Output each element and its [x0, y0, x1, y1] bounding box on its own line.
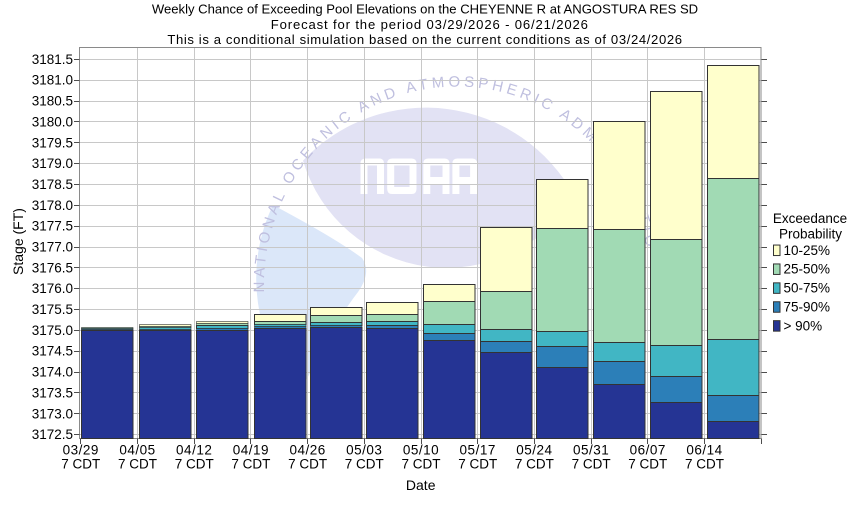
svg-text:7 CDT: 7 CDT — [118, 457, 157, 472]
svg-text:7 CDT: 7 CDT — [458, 457, 497, 472]
svg-text:7 CDT: 7 CDT — [515, 457, 554, 472]
svg-text:06/14: 06/14 — [686, 442, 722, 457]
svg-text:3180.0: 3180.0 — [32, 114, 73, 129]
svg-text:3181.5: 3181.5 — [32, 52, 73, 67]
svg-text:7 CDT: 7 CDT — [572, 457, 611, 472]
svg-text:05/10: 05/10 — [403, 442, 439, 457]
svg-text:03/29: 03/29 — [63, 442, 99, 457]
svg-text:7 CDT: 7 CDT — [231, 457, 270, 472]
svg-text:This is a conditional simulati: This is a conditional simulation based o… — [167, 32, 682, 47]
svg-text:7 CDT: 7 CDT — [685, 457, 724, 472]
svg-text:Exceedance: Exceedance — [773, 211, 847, 226]
svg-text:Stage (FT): Stage (FT) — [10, 208, 26, 275]
svg-text:Forecast for the period 03/29/: Forecast for the period 03/29/2026 - 06/… — [271, 17, 589, 32]
svg-text:3178.0: 3178.0 — [32, 198, 73, 213]
svg-text:3177.5: 3177.5 — [32, 219, 73, 234]
svg-text:05/03: 05/03 — [346, 442, 382, 457]
svg-text:3178.5: 3178.5 — [32, 177, 73, 192]
svg-text:05/31: 05/31 — [573, 442, 609, 457]
svg-text:3174.5: 3174.5 — [32, 344, 73, 359]
svg-text:04/19: 04/19 — [233, 442, 269, 457]
svg-text:3179.5: 3179.5 — [32, 135, 73, 150]
svg-text:Weekly Chance of Exceeding Poo: Weekly Chance of Exceeding Pool Elevatio… — [152, 2, 698, 17]
svg-text:Date: Date — [406, 477, 436, 493]
svg-text:3176.0: 3176.0 — [32, 281, 73, 296]
svg-text:7 CDT: 7 CDT — [61, 457, 100, 472]
svg-text:7 CDT: 7 CDT — [628, 457, 667, 472]
svg-text:3179.0: 3179.0 — [32, 156, 73, 171]
svg-text:3173.0: 3173.0 — [32, 406, 73, 421]
svg-text:3174.0: 3174.0 — [32, 365, 73, 380]
svg-text:7 CDT: 7 CDT — [345, 457, 384, 472]
svg-text:7 CDT: 7 CDT — [288, 457, 327, 472]
svg-text:3180.5: 3180.5 — [32, 94, 73, 109]
svg-text:3175.5: 3175.5 — [32, 302, 73, 317]
svg-text:3176.5: 3176.5 — [32, 260, 73, 275]
svg-text:75-90%: 75-90% — [784, 300, 831, 315]
svg-text:7 CDT: 7 CDT — [175, 457, 214, 472]
svg-text:04/05: 04/05 — [119, 442, 155, 457]
svg-text:04/12: 04/12 — [176, 442, 212, 457]
svg-text:3172.5: 3172.5 — [32, 427, 73, 442]
svg-text:50-75%: 50-75% — [784, 281, 831, 296]
svg-text:3177.0: 3177.0 — [32, 240, 73, 255]
svg-text:06/07: 06/07 — [630, 442, 666, 457]
svg-text:04/26: 04/26 — [289, 442, 325, 457]
svg-text:3173.5: 3173.5 — [32, 385, 73, 400]
svg-text:3175.0: 3175.0 — [32, 323, 73, 338]
svg-text:7 CDT: 7 CDT — [401, 457, 440, 472]
svg-text:Probability: Probability — [779, 227, 842, 242]
svg-text:> 90%: > 90% — [784, 318, 823, 333]
svg-text:10-25%: 10-25% — [784, 243, 831, 258]
svg-text:25-50%: 25-50% — [784, 262, 831, 277]
svg-text:05/17: 05/17 — [460, 442, 496, 457]
svg-text:3181.0: 3181.0 — [32, 73, 73, 88]
svg-text:05/24: 05/24 — [516, 442, 552, 457]
